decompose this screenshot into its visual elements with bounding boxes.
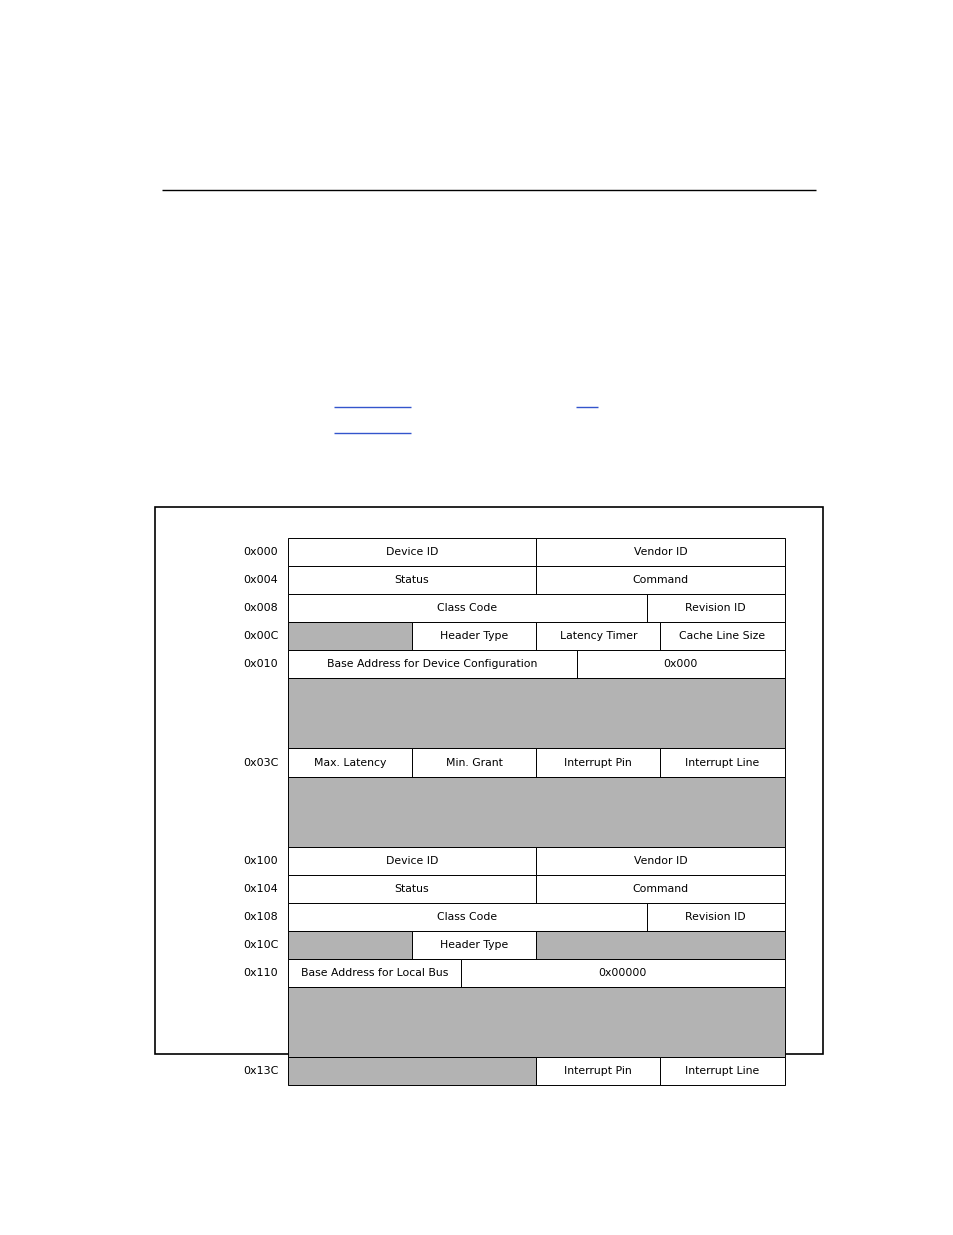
Text: Device ID: Device ID bbox=[385, 856, 437, 866]
Text: 0x008: 0x008 bbox=[243, 603, 278, 614]
Text: Class Code: Class Code bbox=[436, 911, 497, 921]
Bar bbox=[288, 958, 460, 987]
Bar bbox=[288, 538, 536, 566]
Bar bbox=[659, 748, 783, 777]
Bar bbox=[288, 1057, 536, 1086]
Bar bbox=[288, 777, 783, 847]
Text: Command: Command bbox=[632, 576, 688, 585]
Text: Header Type: Header Type bbox=[439, 940, 508, 950]
Text: Interrupt Pin: Interrupt Pin bbox=[564, 757, 632, 767]
Text: Latency Timer: Latency Timer bbox=[559, 631, 637, 641]
Bar bbox=[288, 903, 646, 931]
Text: Revision ID: Revision ID bbox=[684, 603, 745, 614]
Bar bbox=[646, 594, 784, 622]
Bar bbox=[288, 566, 536, 594]
Text: 0x104: 0x104 bbox=[243, 884, 278, 894]
Bar bbox=[288, 987, 783, 1057]
Text: Interrupt Line: Interrupt Line bbox=[684, 757, 759, 767]
Text: 0x100: 0x100 bbox=[243, 856, 278, 866]
Bar bbox=[536, 538, 783, 566]
Bar bbox=[288, 678, 783, 748]
Bar bbox=[536, 622, 659, 651]
Bar bbox=[412, 931, 536, 958]
Bar bbox=[536, 931, 783, 958]
Bar bbox=[412, 622, 536, 651]
Text: Interrupt Pin: Interrupt Pin bbox=[564, 1066, 632, 1076]
Text: 0x004: 0x004 bbox=[243, 576, 278, 585]
Text: 0x108: 0x108 bbox=[243, 911, 278, 921]
Text: Base Address for Device Configuration: Base Address for Device Configuration bbox=[327, 659, 537, 669]
Text: 0x010: 0x010 bbox=[243, 659, 278, 669]
Text: 0x00C: 0x00C bbox=[243, 631, 278, 641]
Text: Device ID: Device ID bbox=[385, 547, 437, 557]
Bar bbox=[460, 958, 783, 987]
Text: 0x03C: 0x03C bbox=[243, 757, 278, 767]
Bar bbox=[288, 651, 577, 678]
Bar bbox=[288, 847, 536, 874]
Bar bbox=[288, 622, 412, 651]
Bar bbox=[154, 506, 822, 1053]
Text: Interrupt Line: Interrupt Line bbox=[684, 1066, 759, 1076]
Text: Revision ID: Revision ID bbox=[684, 911, 745, 921]
Text: Min. Grant: Min. Grant bbox=[445, 757, 502, 767]
Text: Vendor ID: Vendor ID bbox=[633, 547, 686, 557]
Text: Cache Line Size: Cache Line Size bbox=[679, 631, 765, 641]
Text: Base Address for Local Bus: Base Address for Local Bus bbox=[300, 968, 448, 978]
Text: Class Code: Class Code bbox=[436, 603, 497, 614]
Text: Header Type: Header Type bbox=[439, 631, 508, 641]
Bar bbox=[536, 748, 659, 777]
Bar bbox=[659, 1057, 783, 1086]
Bar bbox=[536, 1057, 659, 1086]
Text: 0x00000: 0x00000 bbox=[598, 968, 646, 978]
Bar bbox=[659, 622, 783, 651]
Bar bbox=[412, 748, 536, 777]
Bar bbox=[288, 931, 412, 958]
Text: 0x110: 0x110 bbox=[243, 968, 278, 978]
Text: Vendor ID: Vendor ID bbox=[633, 856, 686, 866]
Text: Status: Status bbox=[395, 884, 429, 894]
Bar bbox=[577, 651, 783, 678]
Text: 0x000: 0x000 bbox=[243, 547, 278, 557]
Text: 0x000: 0x000 bbox=[663, 659, 698, 669]
Text: 0x10C: 0x10C bbox=[243, 940, 278, 950]
Bar bbox=[536, 566, 783, 594]
Bar bbox=[288, 748, 412, 777]
Text: Max. Latency: Max. Latency bbox=[314, 757, 386, 767]
Bar bbox=[646, 903, 784, 931]
Bar bbox=[288, 594, 646, 622]
Bar bbox=[536, 874, 783, 903]
Text: Command: Command bbox=[632, 884, 688, 894]
Text: 0x13C: 0x13C bbox=[243, 1066, 278, 1076]
Bar bbox=[288, 874, 536, 903]
Text: Status: Status bbox=[395, 576, 429, 585]
Bar bbox=[536, 847, 783, 874]
